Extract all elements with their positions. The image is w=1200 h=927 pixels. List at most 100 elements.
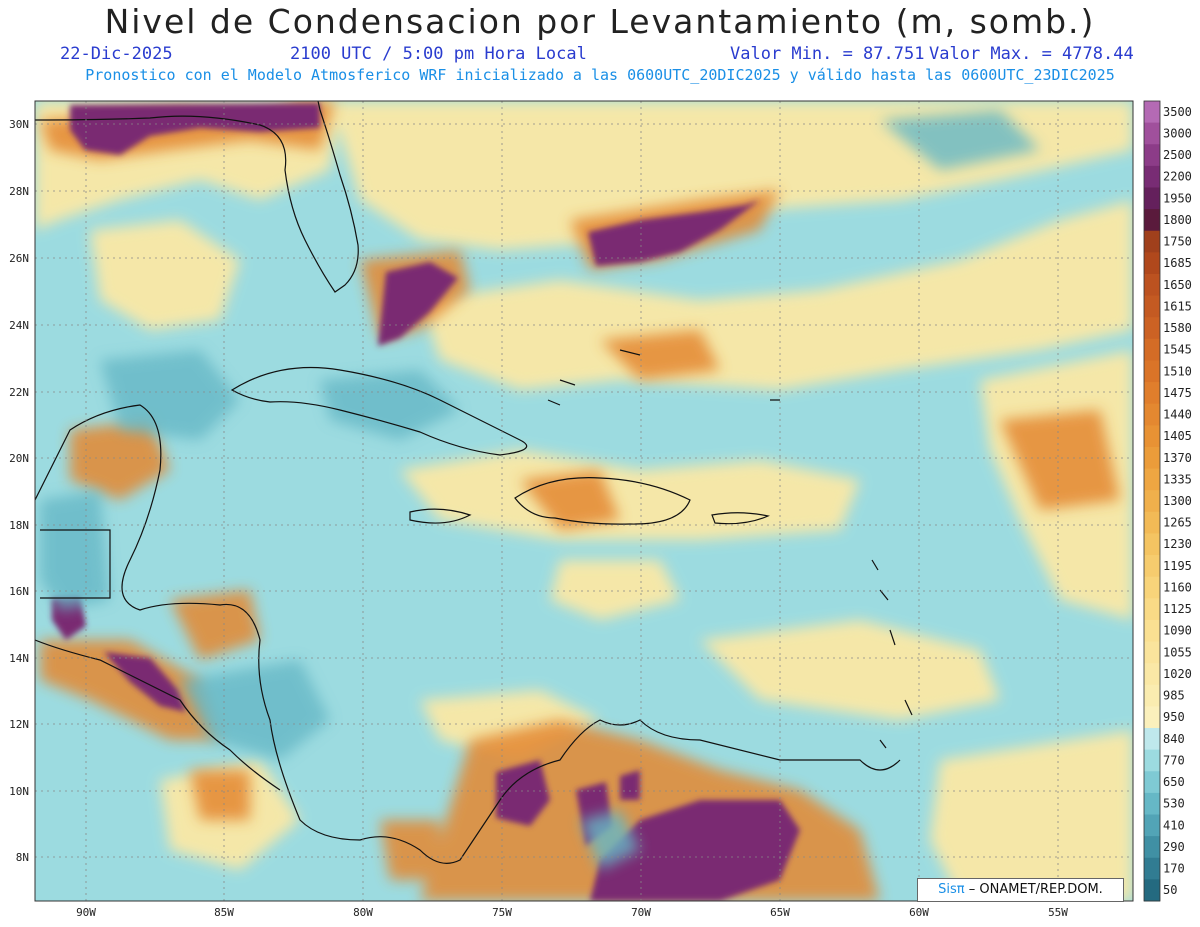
colorbar-swatch: [1144, 879, 1160, 902]
colorbar-swatch: [1144, 728, 1160, 751]
colorbar-level-label: 840: [1163, 732, 1185, 746]
colorbar-swatch: [1144, 187, 1160, 210]
colorbar-level-label: 410: [1163, 818, 1185, 832]
colorbar-level-label: 3500: [1163, 105, 1192, 119]
colorbar-swatch: [1144, 446, 1160, 470]
min-value-label: Valor Min. = 87.751: [730, 44, 925, 64]
credit-box: Sisπ – ONAMET/REP.DOM.: [917, 878, 1124, 902]
colorbar-swatch: [1144, 490, 1160, 513]
colorbar-swatch: [1144, 663, 1160, 686]
colorbar-level-label: 1800: [1163, 213, 1192, 227]
colorbar-level-label: 530: [1163, 797, 1185, 811]
colorbar-swatch: [1144, 533, 1160, 556]
page-title: Nivel de Condensacion por Levantamiento …: [104, 2, 1096, 41]
colorbar-level-label: 1475: [1163, 386, 1192, 400]
colorbar-level-label: 290: [1163, 840, 1185, 854]
lon-label: 75W: [492, 906, 512, 919]
colorbar-swatch: [1144, 403, 1160, 426]
lat-label: 18N: [9, 519, 29, 532]
colorbar-level-label: 1580: [1163, 321, 1192, 335]
colorbar-swatch: [1144, 273, 1160, 297]
colorbar-level-label: 1650: [1163, 278, 1192, 292]
colorbar-level-label: 50: [1163, 883, 1177, 897]
colorbar-level-label: 170: [1163, 862, 1185, 876]
colorbar-level-label: 1405: [1163, 429, 1192, 443]
lon-label: 90W: [76, 906, 96, 919]
lon-label: 70W: [631, 906, 651, 919]
lon-label: 65W: [770, 906, 790, 919]
colorbar-swatch: [1144, 792, 1160, 816]
credit-text: – ONAMET/REP.DOM.: [968, 882, 1103, 897]
lat-label: 14N: [9, 652, 29, 665]
lat-label: 12N: [9, 718, 29, 731]
colorbar-legend: 3500 3000 2500 2200 1950 1800 1750 1685 1650 1615…: [1143, 100, 1192, 902]
lat-label: 16N: [9, 585, 29, 598]
colorbar-level-label: 2200: [1163, 170, 1192, 184]
lat-label: 24N: [9, 319, 29, 332]
colorbar-swatch: [1144, 836, 1160, 859]
colorbar-level-label: 1230: [1163, 537, 1192, 551]
lat-axis: 30N 28N 26N 24N 22N 20N 18N 16N 14N 12N …: [9, 118, 29, 864]
colorbar-swatch: [1144, 857, 1160, 880]
colorbar-swatch: [1144, 619, 1160, 643]
lon-label: 80W: [353, 906, 373, 919]
colorbar-swatch: [1144, 317, 1160, 340]
colorbar-level-label: 1510: [1163, 364, 1192, 378]
forecast-time: 2100 UTC / 5:00 pm Hora Local: [290, 44, 587, 64]
lcl-shaded-field: [35, 101, 1133, 901]
lat-label: 10N: [9, 785, 29, 798]
colorbar-swatch: [1144, 468, 1160, 491]
colorbar-swatch: [1144, 641, 1160, 664]
colorbar-level-label: 3000: [1163, 126, 1192, 140]
colorbar-swatch: [1144, 771, 1160, 794]
colorbar-level-label: 1160: [1163, 580, 1192, 594]
colorbar-level-label: 770: [1163, 753, 1185, 767]
graticule: [35, 101, 1133, 901]
colorbar-level-label: 1090: [1163, 624, 1192, 638]
colorbar-level-label: 1750: [1163, 235, 1192, 249]
colorbar-swatch: [1144, 230, 1160, 253]
colorbar-swatch: [1144, 295, 1160, 318]
colorbar-swatch: [1144, 706, 1160, 729]
colorbar-level-label: 985: [1163, 689, 1185, 703]
colorbar-swatch: [1144, 425, 1160, 448]
max-value-label: Valor Max. = 4778.44: [929, 44, 1134, 64]
colorbar-level-label: 1440: [1163, 408, 1192, 422]
colorbar-swatch: [1144, 576, 1160, 599]
lat-label: 28N: [9, 185, 29, 198]
lon-label: 60W: [909, 906, 929, 919]
colorbar-swatch: [1144, 122, 1160, 145]
lat-label: 30N: [9, 118, 29, 131]
colorbar-level-label: 1335: [1163, 472, 1192, 486]
colorbar-swatch: [1144, 684, 1160, 707]
forecast-date: 22-Dic-2025: [60, 44, 173, 64]
colorbar-swatch: [1144, 814, 1160, 837]
lat-label: 8N: [16, 851, 29, 864]
model-info: Pronostico con el Modelo Atmosferico WRF…: [85, 66, 1115, 84]
lat-label: 22N: [9, 386, 29, 399]
colorbar-level-label: 1615: [1163, 299, 1192, 313]
coastlines: [35, 101, 913, 864]
colorbar-swatch: [1144, 749, 1160, 772]
lat-label: 20N: [9, 452, 29, 465]
colorbar-level-label: 650: [1163, 775, 1185, 789]
colorbar-level-label: 1370: [1163, 451, 1192, 465]
colorbar-swatch: [1144, 598, 1160, 621]
colorbar-swatch: [1144, 101, 1160, 124]
colorbar-level-label: 2500: [1163, 148, 1192, 162]
lon-axis: 90W 85W 80W 75W 70W 65W 60W 55W: [76, 906, 1068, 919]
colorbar-swatch: [1144, 555, 1160, 578]
colorbar-level-label: 1685: [1163, 256, 1192, 270]
colorbar-level-label: 1195: [1163, 559, 1192, 573]
colorbar-swatch: [1144, 511, 1160, 534]
colorbar-frame: [1143, 100, 1161, 902]
colorbar-swatch: [1144, 382, 1160, 405]
lon-label: 85W: [214, 906, 234, 919]
colorbar-swatch: [1144, 252, 1160, 275]
map-frame: [34, 100, 1134, 902]
colorbar-swatch: [1144, 165, 1160, 188]
colorbar-swatch: [1144, 360, 1160, 383]
colorbar-level-label: 1545: [1163, 343, 1192, 357]
colorbar-swatch: [1144, 209, 1160, 232]
